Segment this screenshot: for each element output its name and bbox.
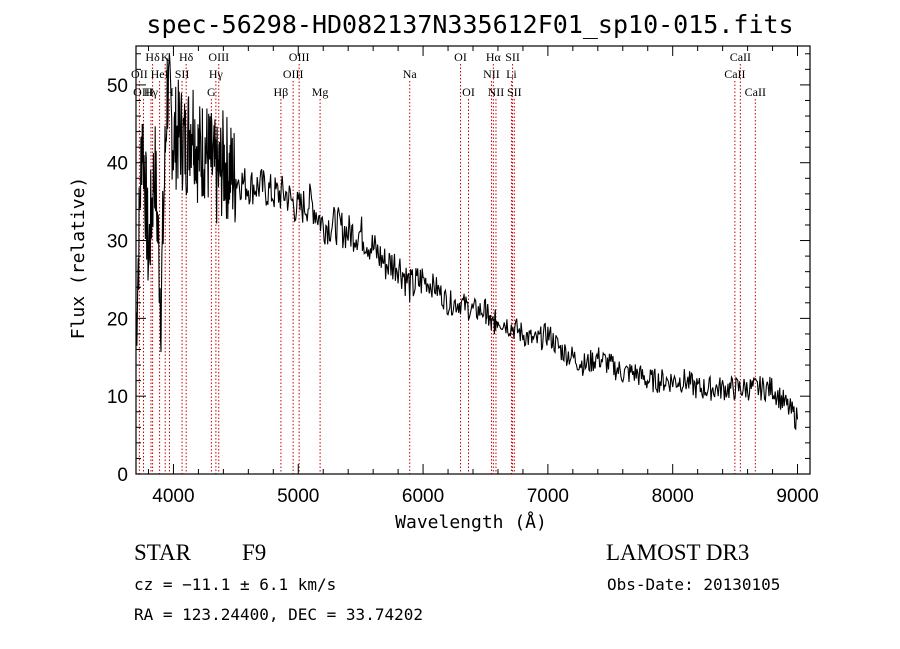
- observation-date: Obs-Date: 20130105: [607, 575, 780, 594]
- x-tick-label-5: 9000: [776, 486, 818, 507]
- x-tick-label-4: 8000: [652, 486, 694, 507]
- line-marker-label-0: Hδ: [145, 50, 160, 64]
- x-tick-label-0: 4000: [152, 486, 194, 507]
- ra-dec-coordinates: RA = 123.24400, DEC = 33.74202: [134, 605, 423, 624]
- line-marker-label-24: SII: [507, 85, 522, 99]
- line-marker-label-16: Na: [403, 67, 418, 81]
- line-marker-label-10: Hγ: [209, 67, 224, 81]
- line-marker-label-7: H: [165, 85, 174, 99]
- chart-title: spec-56298-HD082137N335612F01_sp10-015.f…: [146, 10, 793, 39]
- y-axis-label: Flux (relative): [68, 177, 89, 340]
- line-marker-label-1: OII: [131, 67, 148, 81]
- line-marker-label-6: SII: [175, 67, 190, 81]
- y-tick-label-2: 20: [107, 309, 128, 330]
- redshift-cz: cz = −11.1 ± 6.1 km/s: [134, 575, 336, 594]
- y-tick-label-1: 10: [107, 387, 128, 408]
- line-marker-label-12: OIII: [289, 50, 310, 64]
- x-tick-label-1: 5000: [277, 486, 319, 507]
- y-tick-label-5: 50: [107, 76, 128, 97]
- line-marker-label-20: NII: [483, 67, 500, 81]
- line-marker-label-11: G: [207, 85, 216, 99]
- line-marker-label-13: OIII: [283, 67, 304, 81]
- axis-ticks: 4000 5000 6000 7000 8000 9000 0 10 20 30 40 50: [107, 46, 819, 507]
- line-marker-label-3: K: [161, 50, 170, 64]
- x-tick-label-2: 6000: [402, 486, 444, 507]
- plot-frame: [135, 45, 811, 475]
- spectral-subclass: F9: [242, 540, 266, 565]
- line-marker-label-27: CaII: [745, 85, 766, 99]
- line-marker-label-5: Hγ: [144, 85, 159, 99]
- survey-name: LAMOST DR3: [606, 540, 749, 565]
- line-marker-label-18: OI: [462, 85, 475, 99]
- line-marker-label-15: Mg: [312, 85, 329, 99]
- object-type: STAR: [134, 540, 192, 565]
- line-marker-label-8: Hδ: [179, 50, 194, 64]
- line-marker-label-2: OIII: [133, 85, 154, 99]
- spectrum-series-line: [135, 53, 799, 431]
- line-marker-label-9: OIII: [208, 50, 229, 64]
- line-marker-label-22: SII: [505, 50, 520, 64]
- x-axis-label: Wavelength (Å): [395, 511, 547, 533]
- line-marker-label-21: NII: [488, 85, 505, 99]
- line-marker-label-25: CaII: [730, 50, 751, 64]
- line-marker-label-4: HeI: [151, 67, 169, 81]
- y-tick-label-0: 0: [117, 465, 128, 486]
- line-marker-label-19: Hα: [486, 50, 502, 64]
- line-marker-label-23: Li: [506, 67, 517, 81]
- line-marker-label-26: CaII: [724, 67, 745, 81]
- y-tick-label-3: 30: [107, 232, 128, 253]
- line-marker-label-17: OI: [454, 50, 467, 64]
- line-marker-label-14: Hβ: [274, 85, 289, 99]
- x-tick-label-3: 7000: [527, 486, 569, 507]
- y-tick-label-4: 40: [107, 154, 128, 175]
